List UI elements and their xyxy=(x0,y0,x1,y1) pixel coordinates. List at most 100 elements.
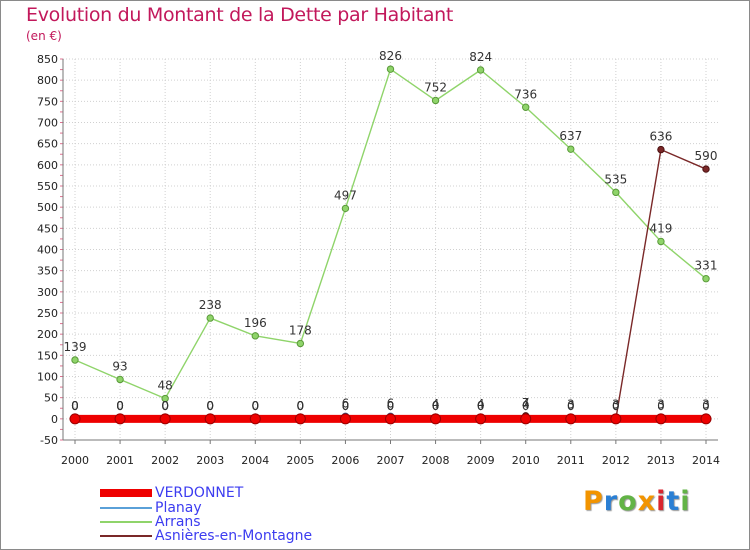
x-tick-label: 2010 xyxy=(512,454,540,467)
y-tick-label: 800 xyxy=(37,74,58,87)
data-label-2: 238 xyxy=(199,298,222,312)
data-label-3: 636 xyxy=(649,130,672,144)
y-tick-label: 250 xyxy=(37,307,58,320)
series-point-0 xyxy=(114,413,126,425)
y-tick-label: 750 xyxy=(37,95,58,108)
legend-item-asnieres[interactable]: Asnières-en-Montagne xyxy=(100,528,313,544)
series-point-0 xyxy=(159,413,171,425)
y-tick-label: 500 xyxy=(37,201,58,214)
legend-item-arrans[interactable]: Arrans xyxy=(100,514,201,530)
data-label-1: 3 xyxy=(702,398,710,412)
x-tick-label: 2005 xyxy=(286,454,314,467)
data-label-0: 0 xyxy=(657,399,665,413)
data-label-3: 0 xyxy=(612,399,620,413)
data-label-2: 637 xyxy=(559,129,582,143)
series-point-0 xyxy=(430,413,442,425)
x-tick-label: 2004 xyxy=(241,454,269,467)
x-tick-label: 2006 xyxy=(331,454,359,467)
x-tick-label: 2003 xyxy=(196,454,224,467)
legend-swatch-verdonnet xyxy=(100,489,152,497)
data-label-1: 4 xyxy=(522,397,530,411)
series-point-0 xyxy=(385,413,396,425)
data-label-1: 4 xyxy=(477,397,485,411)
data-label-0: 0 xyxy=(116,399,124,413)
data-label-3: 590 xyxy=(695,149,718,163)
series-point-0 xyxy=(69,413,81,425)
series-point-2 xyxy=(567,145,575,153)
data-label-2: 497 xyxy=(334,188,357,202)
series-point-2 xyxy=(71,356,79,364)
data-label-0: 0 xyxy=(71,399,79,413)
series-point-2 xyxy=(341,204,350,213)
data-label-0: 0 xyxy=(342,399,350,413)
x-tick-label: 2014 xyxy=(692,454,720,467)
data-label-0: 0 xyxy=(251,399,259,413)
y-tick-label: 400 xyxy=(37,244,58,257)
data-label-0: 0 xyxy=(432,399,440,413)
y-tick-label: 150 xyxy=(37,349,58,362)
y-tick-label: 0 xyxy=(51,413,58,426)
series-point-2 xyxy=(657,237,665,246)
y-tick-label: 100 xyxy=(37,371,58,384)
logo-letter: t xyxy=(666,486,681,517)
data-label-3: 0 xyxy=(206,399,214,413)
legend-label-planay: Planay xyxy=(155,500,202,516)
data-label-2: 535 xyxy=(604,172,627,186)
x-tick-label: 2001 xyxy=(106,454,134,467)
series-point-0 xyxy=(475,413,487,425)
x-tick-label: 2011 xyxy=(557,454,585,467)
legend-label-arrans: Arrans xyxy=(155,514,201,530)
data-label-1: 3 xyxy=(612,398,620,412)
data-label-2: 48 xyxy=(158,379,173,393)
data-label-0: 0 xyxy=(387,399,395,413)
legend-label-verdonnet: VERDONNET xyxy=(155,485,244,501)
series-point-0 xyxy=(700,413,712,425)
legend-label-asnieres: Asnières-en-Montagne xyxy=(155,528,313,544)
legend-swatch-arrans xyxy=(100,521,152,523)
data-label-1: 0 xyxy=(206,399,214,413)
series-point-3 xyxy=(657,145,665,154)
series-point-2 xyxy=(431,96,440,105)
series-point-2 xyxy=(161,394,169,403)
x-tick-label: 2007 xyxy=(377,454,405,467)
y-tick-label: 550 xyxy=(37,180,58,193)
data-label-3: 7 xyxy=(522,396,530,410)
y-tick-label: 200 xyxy=(37,328,58,341)
logo-letter: x xyxy=(637,486,657,517)
legend-item-planay[interactable]: Planay xyxy=(100,500,202,516)
data-label-2: 196 xyxy=(244,316,267,330)
series-point-2 xyxy=(116,375,124,384)
data-label-1: 0 xyxy=(297,399,305,413)
data-label-3: 0 xyxy=(432,399,440,413)
series-point-0 xyxy=(610,413,622,425)
logo-letter: o xyxy=(618,486,638,517)
series-point-0 xyxy=(520,413,532,425)
data-label-0: 0 xyxy=(522,399,530,413)
data-label-1: 6 xyxy=(342,396,350,410)
series-point-0 xyxy=(294,413,306,425)
legend-item-verdonnet[interactable]: VERDONNET xyxy=(100,485,244,501)
data-label-3: 0 xyxy=(342,399,350,413)
data-label-3: 0 xyxy=(297,399,305,413)
logo-letter: r xyxy=(603,486,619,517)
x-tick-label: 2002 xyxy=(151,454,179,467)
data-label-1: 0 xyxy=(251,399,259,413)
y-tick-label: 450 xyxy=(37,222,58,235)
data-label-3: 0 xyxy=(116,399,124,413)
data-label-1: 3 xyxy=(567,398,575,412)
series-point-2 xyxy=(476,66,485,74)
y-tick-label: 850 xyxy=(37,53,58,66)
series-point-2 xyxy=(206,314,214,322)
legend-swatch-planay xyxy=(100,507,152,509)
data-label-1: 4 xyxy=(432,397,440,411)
data-label-1: 0 xyxy=(161,399,169,413)
x-tick-label: 2013 xyxy=(647,454,675,467)
data-label-2: 419 xyxy=(649,221,672,235)
data-label-2: 752 xyxy=(424,80,447,94)
y-tick-label: 650 xyxy=(37,138,58,151)
x-tick-label: 2008 xyxy=(422,454,450,467)
data-label-3: 0 xyxy=(387,399,395,413)
data-label-3: 0 xyxy=(251,399,259,413)
y-tick-label: 350 xyxy=(37,265,58,278)
